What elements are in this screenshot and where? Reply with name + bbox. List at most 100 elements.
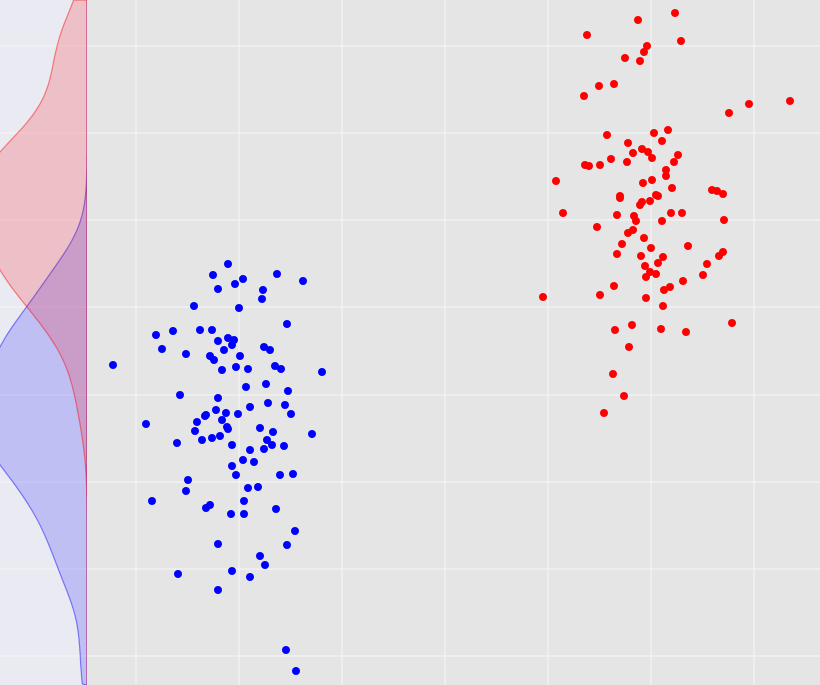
scatter-point (585, 162, 593, 170)
scatter-point (264, 399, 272, 407)
scatter-point (214, 394, 222, 402)
scatter-point (272, 505, 280, 513)
scatter-point (646, 197, 654, 205)
scatter-point (682, 328, 690, 336)
scatter-point (715, 252, 723, 260)
scatter-point (634, 16, 642, 24)
scatter-point (222, 409, 230, 417)
scatter-point (638, 145, 646, 153)
scatter-point (292, 667, 300, 675)
scatter-point (198, 436, 206, 444)
scatter-point (641, 262, 649, 270)
scatter-point (223, 423, 231, 431)
scatter-point (173, 439, 181, 447)
scatter-point (193, 418, 201, 426)
scatter-point (240, 497, 248, 505)
scatter-point (266, 346, 274, 354)
scatter-point (607, 155, 615, 163)
scatter-point (662, 172, 670, 180)
scatter-point (658, 217, 666, 225)
scatter-point (618, 240, 626, 248)
scatter-point (624, 139, 632, 147)
scatter-point (616, 194, 624, 202)
scatter-point (624, 229, 632, 237)
scatter-point (652, 191, 660, 199)
scatter-point (648, 154, 656, 162)
scatter-point (613, 250, 621, 258)
scatter-point (176, 391, 184, 399)
scatter-point (603, 131, 611, 139)
scatter-point (642, 273, 650, 281)
scatter-point (218, 416, 226, 424)
scatter-point (208, 326, 216, 334)
scatter-point (662, 166, 670, 174)
scatter-point (281, 401, 289, 409)
scatter-point (684, 242, 692, 250)
scatter-point (196, 326, 204, 334)
scatter-point (271, 362, 279, 370)
scatter-point (632, 217, 640, 225)
scatter-point (625, 343, 633, 351)
scatter-point (745, 100, 753, 108)
scatter-point (284, 387, 292, 395)
scatter-point (647, 244, 655, 252)
scatter-point (256, 424, 264, 432)
scatter-point (628, 321, 636, 329)
scatter-point (595, 82, 603, 90)
scatter-point (220, 346, 228, 354)
scatter-point (610, 282, 618, 290)
scatter-point (654, 259, 662, 267)
scatter-point (231, 280, 239, 288)
scatter-point (611, 326, 619, 334)
scatter-point (260, 445, 268, 453)
scatter-point (214, 540, 222, 548)
scatter-point (191, 427, 199, 435)
scatter-point (235, 304, 243, 312)
scatter-point (246, 403, 254, 411)
scatter-point (232, 471, 240, 479)
scatter-point (299, 277, 307, 285)
scatter-point (596, 161, 604, 169)
scatter-point (212, 406, 220, 414)
scatter-point (664, 126, 672, 134)
scatter-point (242, 383, 250, 391)
scatter-point (246, 446, 254, 454)
scatter-point (660, 286, 668, 294)
scatter-point (719, 190, 727, 198)
scatter-point (218, 366, 226, 374)
scatter-point (148, 497, 156, 505)
scatter-point (227, 510, 235, 518)
scatter-point (620, 392, 628, 400)
scatter-point (254, 483, 262, 491)
scatter-point (621, 54, 629, 62)
scatter-point (596, 291, 604, 299)
scatter-point (152, 331, 160, 339)
scatter-point (239, 456, 247, 464)
scatter-point (182, 350, 190, 358)
scatter-point (228, 462, 236, 470)
scatter-point (720, 216, 728, 224)
scatter-point (713, 187, 721, 195)
scatter-point (109, 361, 117, 369)
scatter-point (623, 158, 631, 166)
scatter-point (224, 260, 232, 268)
scatter-point (277, 365, 285, 373)
scatter-point (699, 271, 707, 279)
scatter-point (600, 409, 608, 417)
scatter-point (728, 319, 736, 327)
scatter-point (637, 252, 645, 260)
scatter-point (593, 223, 601, 231)
scatter-point (201, 412, 209, 420)
scatter-point (258, 295, 266, 303)
scatter-point (666, 283, 674, 291)
scatter-point (652, 270, 660, 278)
scatter-point (643, 42, 651, 50)
scatter-point (640, 48, 648, 56)
scatter-point (208, 434, 216, 442)
scatter-point (289, 470, 297, 478)
scatter-point (642, 294, 650, 302)
scatter-point (640, 234, 648, 242)
scatter-point (659, 253, 667, 261)
scatter-point (639, 179, 647, 187)
